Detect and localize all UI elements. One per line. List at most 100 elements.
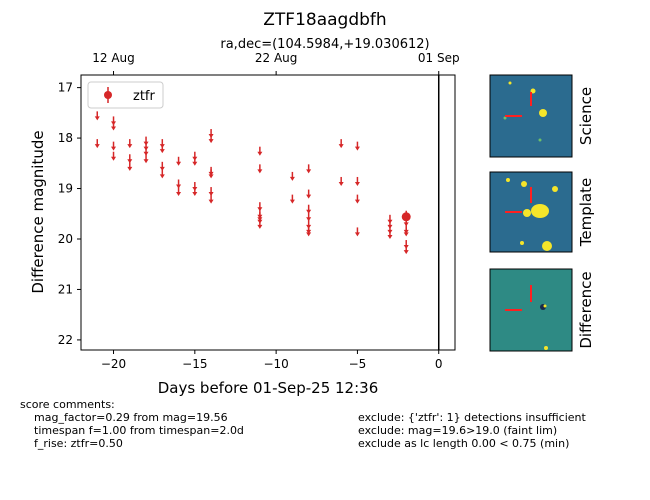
science-star-2 bbox=[508, 81, 512, 85]
upper-limit-marker bbox=[176, 179, 182, 189]
upper-limit-marker bbox=[208, 194, 214, 204]
upper-limit-arrowhead bbox=[354, 232, 360, 237]
upper-limit-marker bbox=[354, 141, 360, 151]
template-star-3 bbox=[506, 178, 510, 182]
upper-limit-marker bbox=[306, 164, 312, 174]
template-blob-2 bbox=[523, 209, 531, 217]
upper-limit-marker bbox=[111, 141, 117, 151]
upper-limit-marker bbox=[257, 202, 263, 212]
upper-limit-arrowhead bbox=[387, 234, 393, 239]
cutout-science-image bbox=[489, 74, 573, 158]
chart-title: ZTF18aagdbfh bbox=[263, 10, 386, 30]
template-source-blob bbox=[531, 204, 549, 218]
upper-limit-marker bbox=[257, 164, 263, 174]
upper-limit-arrowhead bbox=[403, 250, 409, 255]
upper-limit-marker bbox=[354, 176, 360, 186]
score-comment-line: mag_factor=0.29 from mag=19.56 bbox=[34, 411, 228, 424]
upper-limit-arrowhead bbox=[338, 181, 344, 186]
cutout-difference: Difference bbox=[489, 268, 595, 352]
upper-limit-marker bbox=[208, 187, 214, 197]
cutout-difference-label: Difference bbox=[577, 271, 595, 348]
upper-limit-arrowhead bbox=[127, 159, 133, 164]
upper-limit-marker bbox=[94, 139, 100, 149]
upper-limit-arrowhead bbox=[111, 156, 117, 161]
upper-limit-arrowhead bbox=[192, 192, 198, 197]
upper-limit-marker bbox=[403, 245, 409, 255]
upper-limit-arrowhead bbox=[143, 151, 149, 156]
upper-limit-arrowhead bbox=[127, 166, 133, 171]
cutout-template: Template bbox=[489, 171, 595, 253]
upper-limit-marker bbox=[159, 161, 165, 171]
cutout-template-image bbox=[489, 171, 573, 253]
upper-limit-arrowhead bbox=[289, 199, 295, 204]
plot-marks bbox=[94, 75, 440, 350]
template-star-2 bbox=[552, 186, 558, 192]
upper-limit-marker bbox=[338, 139, 344, 149]
upper-limit-arrowhead bbox=[127, 144, 133, 149]
upper-limit-marker bbox=[354, 227, 360, 237]
y-axis-label: Difference magnitude bbox=[29, 130, 47, 293]
upper-limit-arrowhead bbox=[289, 176, 295, 181]
upper-limit-marker bbox=[257, 219, 263, 229]
upper-limit-arrowhead bbox=[159, 174, 165, 179]
upper-limit-marker bbox=[403, 227, 409, 237]
template-star-1 bbox=[521, 181, 527, 187]
x-tick-label: −5 bbox=[349, 357, 367, 371]
upper-limit-arrowhead bbox=[257, 207, 263, 212]
x-tick-label: 0 bbox=[435, 357, 443, 371]
cutout-science: Science bbox=[489, 74, 595, 158]
upper-limit-marker bbox=[127, 139, 133, 149]
x-axis-label: Days before 01-Sep-25 12:36 bbox=[158, 379, 379, 397]
plot-area-frame bbox=[80, 74, 456, 351]
upper-limit-arrowhead bbox=[306, 217, 312, 222]
upper-limit-arrowhead bbox=[176, 184, 182, 189]
cutout-science-label: Science bbox=[577, 87, 595, 145]
upper-limit-arrowhead bbox=[257, 224, 263, 229]
upper-limit-arrowhead bbox=[403, 222, 409, 227]
upper-limit-marker bbox=[192, 156, 198, 166]
upper-limit-marker bbox=[387, 229, 393, 239]
upper-limit-arrowhead bbox=[338, 144, 344, 149]
upper-limit-arrowhead bbox=[94, 144, 100, 149]
upper-limit-arrowhead bbox=[306, 194, 312, 199]
template-star-4 bbox=[542, 241, 552, 251]
upper-limit-arrowhead bbox=[208, 174, 214, 179]
score-comment-line: f_rise: ztfr=0.50 bbox=[34, 437, 123, 450]
science-source-blob bbox=[539, 109, 547, 117]
science-star-4 bbox=[538, 138, 542, 142]
detection-point bbox=[401, 210, 411, 223]
upper-limit-marker bbox=[306, 189, 312, 199]
score-comment-line: timespan f=1.00 from timespan=2.0d bbox=[34, 424, 244, 437]
upper-limit-marker bbox=[127, 161, 133, 171]
exclude-comments: exclude: {'ztfr': 1} detections insuffic… bbox=[358, 411, 586, 450]
upper-limit-arrowhead bbox=[143, 159, 149, 164]
y-tick-label: 19 bbox=[58, 182, 73, 196]
exclude-comment-line: exclude as lc length 0.00 < 0.75 (min) bbox=[358, 437, 570, 450]
score-comments: score comments: mag_factor=0.29 from mag… bbox=[20, 398, 244, 450]
x-tick-label: −10 bbox=[263, 357, 288, 371]
exclude-comment-line: exclude: mag=19.6>19.0 (faint lim) bbox=[358, 424, 558, 437]
upper-limit-marker bbox=[306, 227, 312, 237]
cutout-template-label: Template bbox=[577, 178, 595, 247]
upper-limit-marker bbox=[208, 134, 214, 144]
upper-limit-arrowhead bbox=[208, 139, 214, 144]
template-star-5 bbox=[520, 241, 524, 245]
upper-limit-marker bbox=[111, 151, 117, 161]
legend-box bbox=[87, 81, 164, 109]
legend-marker bbox=[104, 91, 112, 99]
upper-limit-arrowhead bbox=[306, 209, 312, 214]
y-tick-label: 22 bbox=[58, 333, 73, 347]
upper-limit-arrowhead bbox=[306, 169, 312, 174]
upper-limit-marker bbox=[176, 156, 182, 166]
y-tick-label: 18 bbox=[58, 131, 73, 145]
upper-limit-arrowhead bbox=[354, 181, 360, 186]
top-date-axis: 12 Aug 22 Aug 01 Sep bbox=[92, 51, 460, 75]
top-tick-label: 22 Aug bbox=[255, 51, 298, 65]
legend[interactable]: ztfr bbox=[87, 81, 164, 109]
upper-limit-arrowhead bbox=[94, 116, 100, 121]
upper-limit-marker bbox=[143, 146, 149, 156]
upper-limit-marker bbox=[338, 176, 344, 186]
upper-limit-marker bbox=[192, 187, 198, 197]
top-tick-label: 01 Sep bbox=[418, 51, 460, 65]
